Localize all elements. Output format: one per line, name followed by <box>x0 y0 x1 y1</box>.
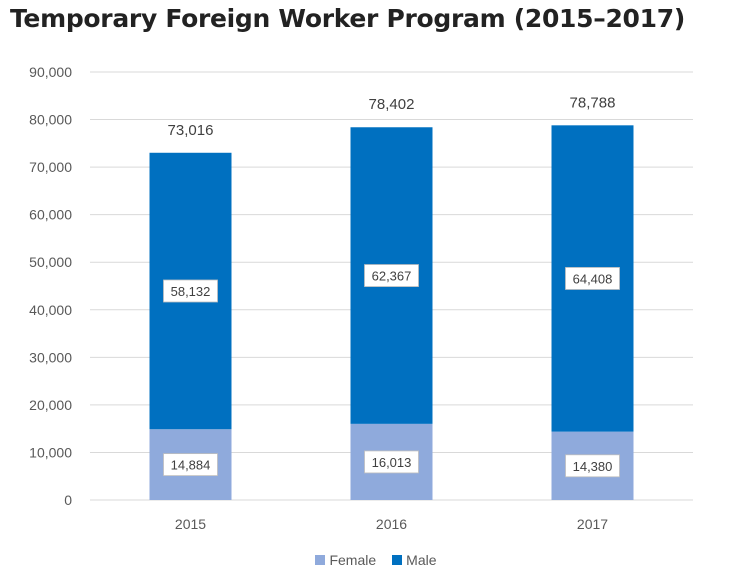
legend-item-male: Male <box>392 552 437 568</box>
data-label-box <box>163 453 218 477</box>
data-label-box <box>565 267 620 290</box>
total-label: 78,402 <box>369 96 415 113</box>
total-label: 78,788 <box>570 94 616 111</box>
total-label: 73,016 <box>168 122 214 139</box>
data-label: 64,408 <box>573 271 613 286</box>
x-tick-label: 2015 <box>175 516 206 532</box>
data-label-box <box>364 450 419 474</box>
y-tick-label: 20,000 <box>29 397 72 413</box>
legend: Female Male <box>0 552 752 568</box>
data-label: 14,380 <box>573 459 613 474</box>
y-tick-label: 80,000 <box>29 112 72 128</box>
legend-swatch-female <box>315 555 326 565</box>
legend-swatch-male <box>392 555 403 565</box>
y-tick-label: 10,000 <box>29 444 72 460</box>
legend-label-female: Female <box>329 552 377 568</box>
y-tick-label: 0 <box>64 492 72 508</box>
y-tick-label: 50,000 <box>29 254 72 270</box>
y-tick-label: 70,000 <box>29 159 72 175</box>
legend-item-female: Female <box>315 552 376 568</box>
y-tick-label: 40,000 <box>29 302 72 318</box>
data-label-box <box>163 279 218 303</box>
y-tick-label: 60,000 <box>29 207 72 223</box>
y-tick-label: 30,000 <box>29 349 72 365</box>
data-label-box <box>565 454 620 478</box>
y-tick-label: 90,000 <box>29 64 72 80</box>
data-label: 16,013 <box>372 455 412 470</box>
data-label-box <box>364 264 419 287</box>
data-label: 58,132 <box>171 284 211 299</box>
legend-label-male: Male <box>406 552 437 568</box>
x-tick-label: 2016 <box>376 516 407 532</box>
data-label: 14,884 <box>171 458 211 473</box>
chart-title: Temporary Foreign Worker Program (2015–2… <box>10 4 685 33</box>
data-label: 62,367 <box>372 269 412 284</box>
x-tick-label: 2017 <box>577 516 608 532</box>
